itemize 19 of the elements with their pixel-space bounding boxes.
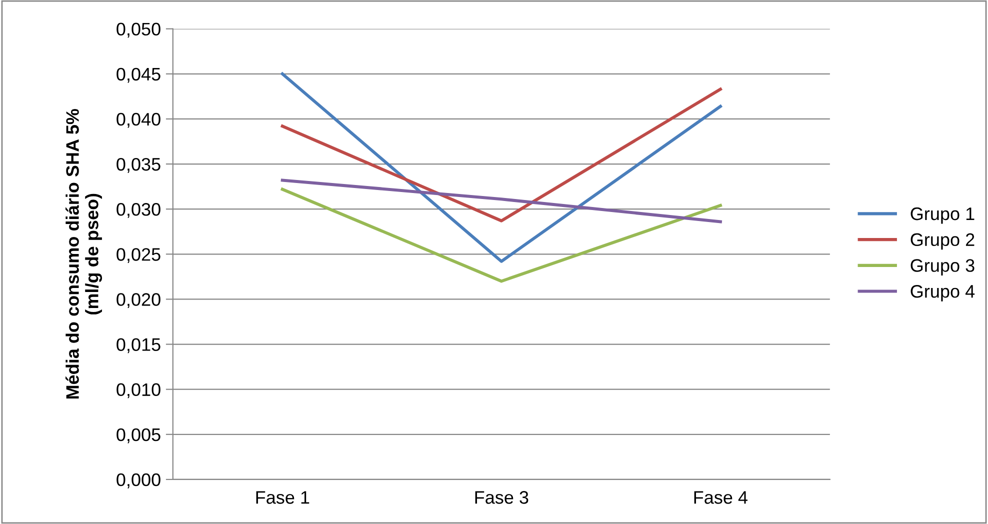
legend-label: Grupo 2 xyxy=(910,233,974,250)
legend-label: Grupo 4 xyxy=(910,284,975,302)
y-tick-label: 0,045 xyxy=(116,68,160,83)
y-tick-label: 0,030 xyxy=(116,203,160,218)
x-tick-label: Fase 1 xyxy=(256,491,310,504)
y-tick-label: 0,000 xyxy=(116,473,160,488)
legend-label: Grupo 3 xyxy=(910,259,974,276)
x-tick-label: Fase 3 xyxy=(475,491,528,504)
y-tick-label: 0,025 xyxy=(116,248,160,263)
legend-label: Grupo 1 xyxy=(910,207,974,224)
y-tick-label: 0,050 xyxy=(116,22,160,38)
y-tick-label: 0,035 xyxy=(116,158,160,173)
y-tick-label: 0,010 xyxy=(116,383,160,398)
y-tick-label: 0,005 xyxy=(116,428,160,444)
y-axis-title: Média do consumo diário SHA 5% (ml/g de pseo) xyxy=(66,108,102,399)
y-tick-label: 0,040 xyxy=(116,112,160,128)
y-tick-label: 0,015 xyxy=(116,338,160,354)
y-tick-label: 0,020 xyxy=(116,293,160,308)
x-tick-label: Fase 4 xyxy=(694,491,748,504)
